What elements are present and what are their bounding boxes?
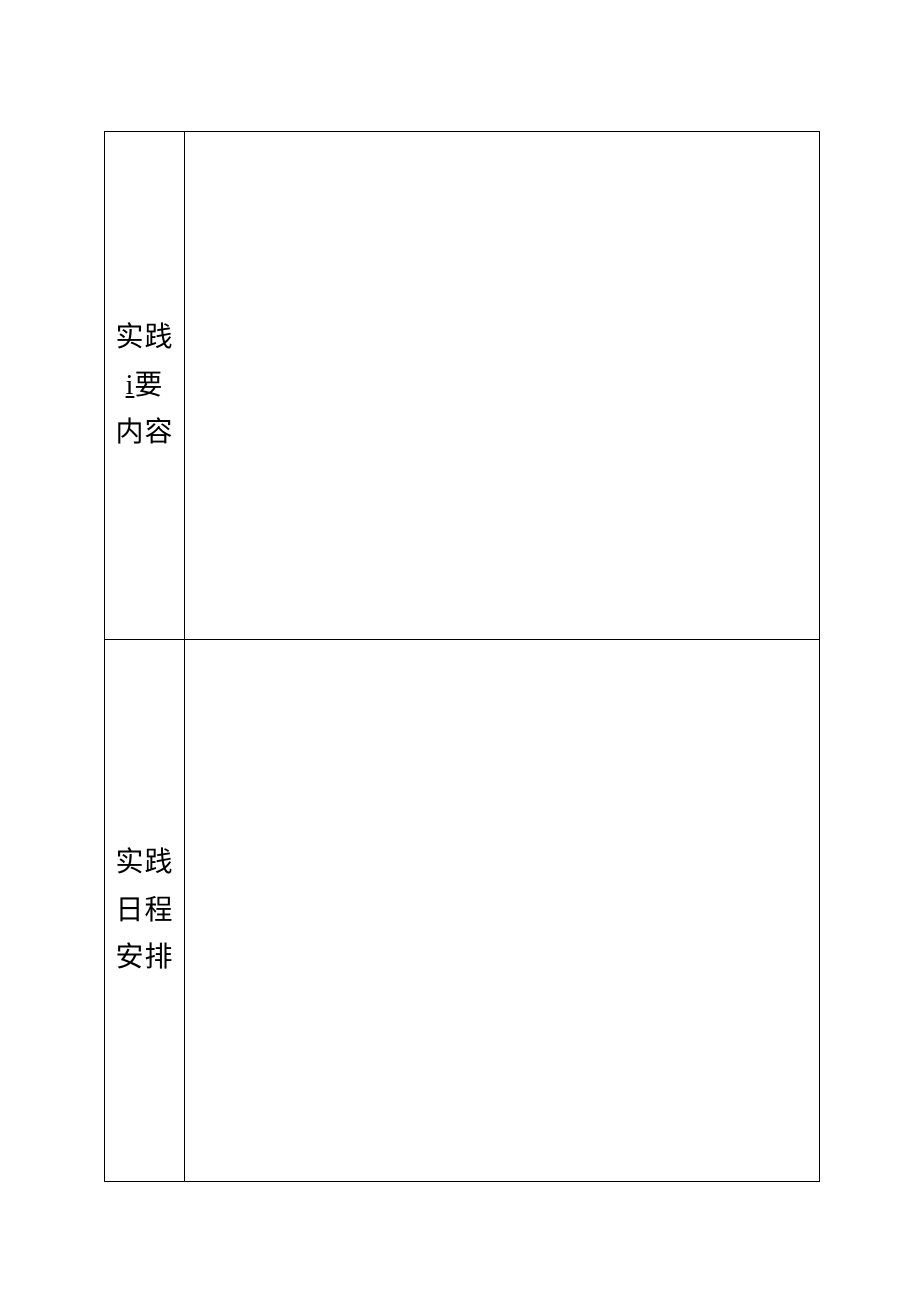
label-line-1: 实践: [115, 322, 173, 353]
label-after-underline: 要: [134, 370, 163, 401]
row-label-text: 实践 i要 内容: [115, 314, 173, 457]
form-table: 实践 i要 内容 实践 日程 安排: [104, 131, 820, 1182]
row-label-cell-schedule: 实践 日程 安排: [105, 640, 185, 1181]
label-line-3: 内容: [115, 417, 173, 448]
row-content-cell-schedule: [185, 640, 819, 1181]
row-content-cell-practice-content: [185, 132, 819, 639]
label-line-2: 日程: [115, 895, 173, 926]
table-row: 实践 日程 安排: [105, 640, 819, 1181]
row-label-text: 实践 日程 安排: [115, 839, 173, 982]
table-row: 实践 i要 内容: [105, 132, 819, 640]
label-line-1: 实践: [115, 847, 173, 878]
row-label-cell-practice-content: 实践 i要 内容: [105, 132, 185, 639]
label-line-2-part: i要: [126, 370, 164, 401]
label-line-3: 安排: [115, 942, 173, 973]
